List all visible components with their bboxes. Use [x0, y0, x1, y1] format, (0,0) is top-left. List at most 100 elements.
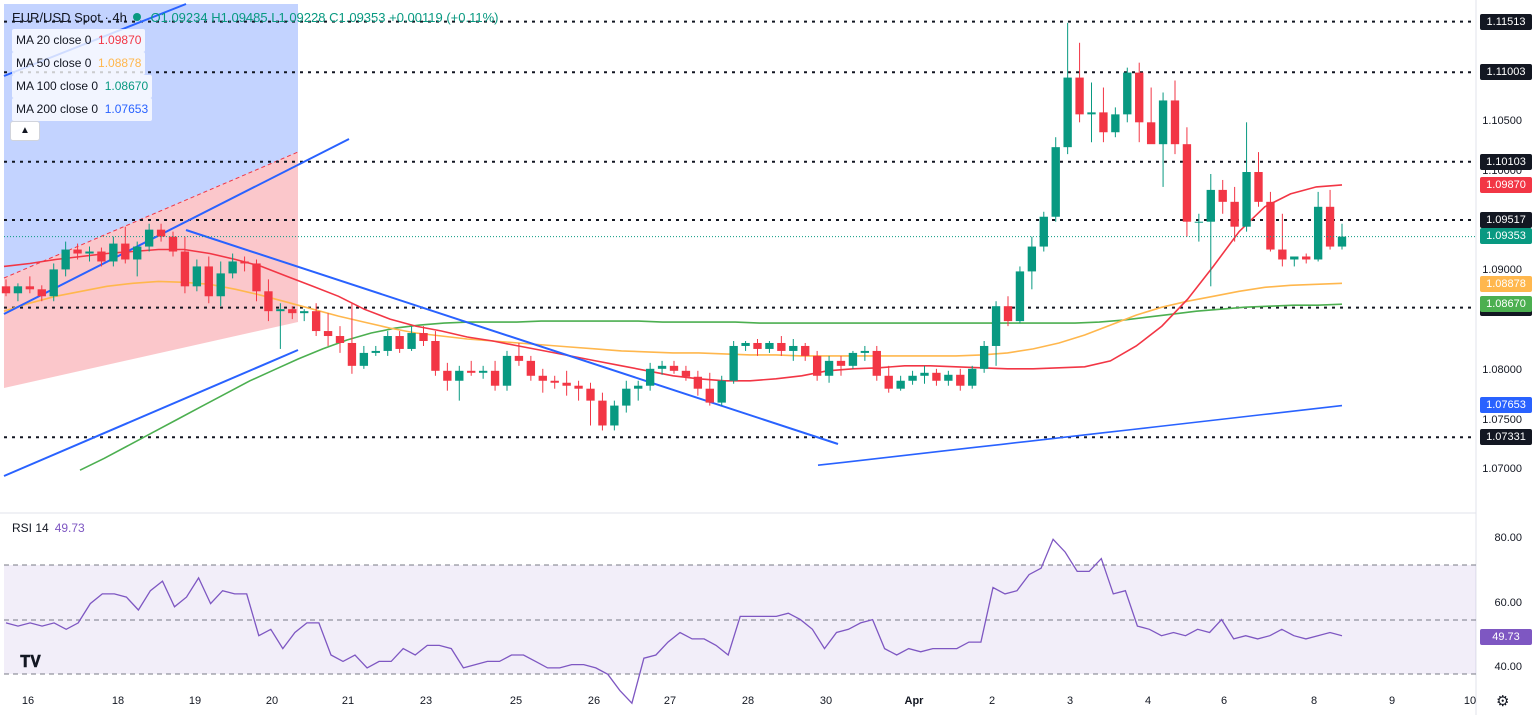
- candle[interactable]: [908, 370, 917, 385]
- candle[interactable]: [240, 256, 249, 272]
- candle[interactable]: [1170, 80, 1180, 155]
- candle[interactable]: [168, 231, 178, 257]
- candle[interactable]: [228, 253, 237, 279]
- ma20-line[interactable]: [3, 184, 1343, 382]
- candle[interactable]: [622, 380, 631, 413]
- candle[interactable]: [729, 340, 738, 384]
- candle[interactable]: [741, 340, 750, 351]
- candle[interactable]: [1027, 236, 1037, 290]
- ma100-legend[interactable]: MA 100 close 0 1.08670: [4, 75, 507, 98]
- candle[interactable]: [860, 345, 870, 361]
- price-level-tag[interactable]: 1.10103: [1480, 153, 1532, 170]
- candle[interactable]: [502, 350, 512, 391]
- candle[interactable]: [25, 276, 35, 294]
- candle[interactable]: [1111, 107, 1120, 138]
- candle[interactable]: [610, 400, 619, 431]
- candle[interactable]: [300, 309, 309, 322]
- candle[interactable]: [49, 263, 58, 302]
- candle[interactable]: [419, 326, 428, 346]
- candle[interactable]: [526, 355, 536, 381]
- candle[interactable]: [1230, 186, 1239, 242]
- candle[interactable]: [705, 372, 714, 406]
- candle[interactable]: [1302, 253, 1311, 264]
- candle[interactable]: [1135, 62, 1144, 143]
- candle[interactable]: [216, 261, 225, 307]
- candle[interactable]: [1278, 213, 1287, 267]
- price-level-tag[interactable]: 1.07331: [1480, 429, 1532, 446]
- candle[interactable]: [85, 246, 94, 262]
- value-tag[interactable]: 1.08878: [1480, 275, 1532, 292]
- candle[interactable]: [455, 365, 464, 401]
- trendline-lower[interactable]: [3, 349, 299, 477]
- price-level-tag[interactable]: 1.09517: [1480, 212, 1532, 229]
- candle[interactable]: [121, 226, 130, 264]
- candle[interactable]: [1206, 173, 1215, 287]
- ma200-legend[interactable]: MA 200 close 0 1.07653: [4, 98, 507, 121]
- candle[interactable]: [323, 313, 333, 346]
- ma100-line[interactable]: [79, 303, 1343, 471]
- candle[interactable]: [252, 259, 261, 302]
- candle[interactable]: [311, 303, 321, 337]
- candle[interactable]: [61, 241, 70, 277]
- candle[interactable]: [359, 345, 369, 369]
- candle[interactable]: [1063, 22, 1072, 155]
- candle[interactable]: [37, 285, 46, 302]
- candle[interactable]: [681, 365, 691, 381]
- candle[interactable]: [920, 365, 929, 384]
- candle[interactable]: [395, 331, 404, 353]
- ma50-line[interactable]: [3, 280, 1343, 357]
- candle[interactable]: [824, 355, 834, 383]
- value-tag[interactable]: 1.09870: [1480, 176, 1532, 193]
- candle[interactable]: [812, 350, 822, 381]
- candle[interactable]: [514, 342, 524, 366]
- candle[interactable]: [1266, 191, 1275, 252]
- candle[interactable]: [550, 375, 559, 389]
- candle[interactable]: [979, 340, 989, 373]
- candle[interactable]: [156, 223, 166, 242]
- candle[interactable]: [645, 362, 655, 391]
- symbol-title[interactable]: EUR/USD Spot · 4h: [12, 10, 127, 25]
- candle[interactable]: [180, 236, 190, 294]
- candle[interactable]: [1194, 213, 1204, 242]
- value-tag[interactable]: 1.08670: [1480, 296, 1532, 313]
- candle[interactable]: [968, 365, 977, 389]
- candle[interactable]: [777, 336, 786, 356]
- candle[interactable]: [538, 368, 547, 393]
- candle[interactable]: [848, 350, 858, 369]
- candle[interactable]: [1242, 122, 1251, 232]
- candle[interactable]: [765, 340, 774, 353]
- candle[interactable]: [1290, 256, 1299, 267]
- candle[interactable]: [13, 283, 23, 302]
- candle[interactable]: [383, 331, 392, 356]
- candle[interactable]: [1123, 67, 1132, 123]
- candle[interactable]: [478, 365, 488, 379]
- candle[interactable]: [562, 370, 571, 396]
- trendline-upper[interactable]: [3, 138, 350, 315]
- candle[interactable]: [490, 360, 500, 391]
- candle[interactable]: [407, 326, 416, 351]
- ma20-legend[interactable]: MA 20 close 0 1.09870: [4, 29, 507, 52]
- candle[interactable]: [932, 368, 941, 386]
- candle[interactable]: [717, 375, 726, 406]
- candle[interactable]: [789, 339, 798, 361]
- candle[interactable]: [431, 331, 440, 376]
- candle[interactable]: [1087, 82, 1096, 143]
- candle[interactable]: [574, 380, 583, 401]
- candle[interactable]: [73, 243, 82, 260]
- candle[interactable]: [1039, 211, 1048, 252]
- candle[interactable]: [109, 236, 118, 267]
- candle[interactable]: [634, 380, 643, 401]
- candle[interactable]: [693, 370, 703, 396]
- candle[interactable]: [1015, 266, 1025, 324]
- chevron-up-icon[interactable]: ▲: [10, 121, 40, 141]
- value-tag[interactable]: 1.07653: [1480, 397, 1532, 414]
- candle[interactable]: [1075, 42, 1084, 123]
- rsi-line[interactable]: [5, 538, 1343, 705]
- candle[interactable]: [371, 345, 380, 356]
- candle[interactable]: [884, 365, 893, 393]
- gear-icon[interactable]: ⚙: [1496, 693, 1510, 710]
- candle[interactable]: [598, 392, 607, 431]
- candle[interactable]: [991, 301, 1001, 366]
- candle[interactable]: [1003, 296, 1013, 327]
